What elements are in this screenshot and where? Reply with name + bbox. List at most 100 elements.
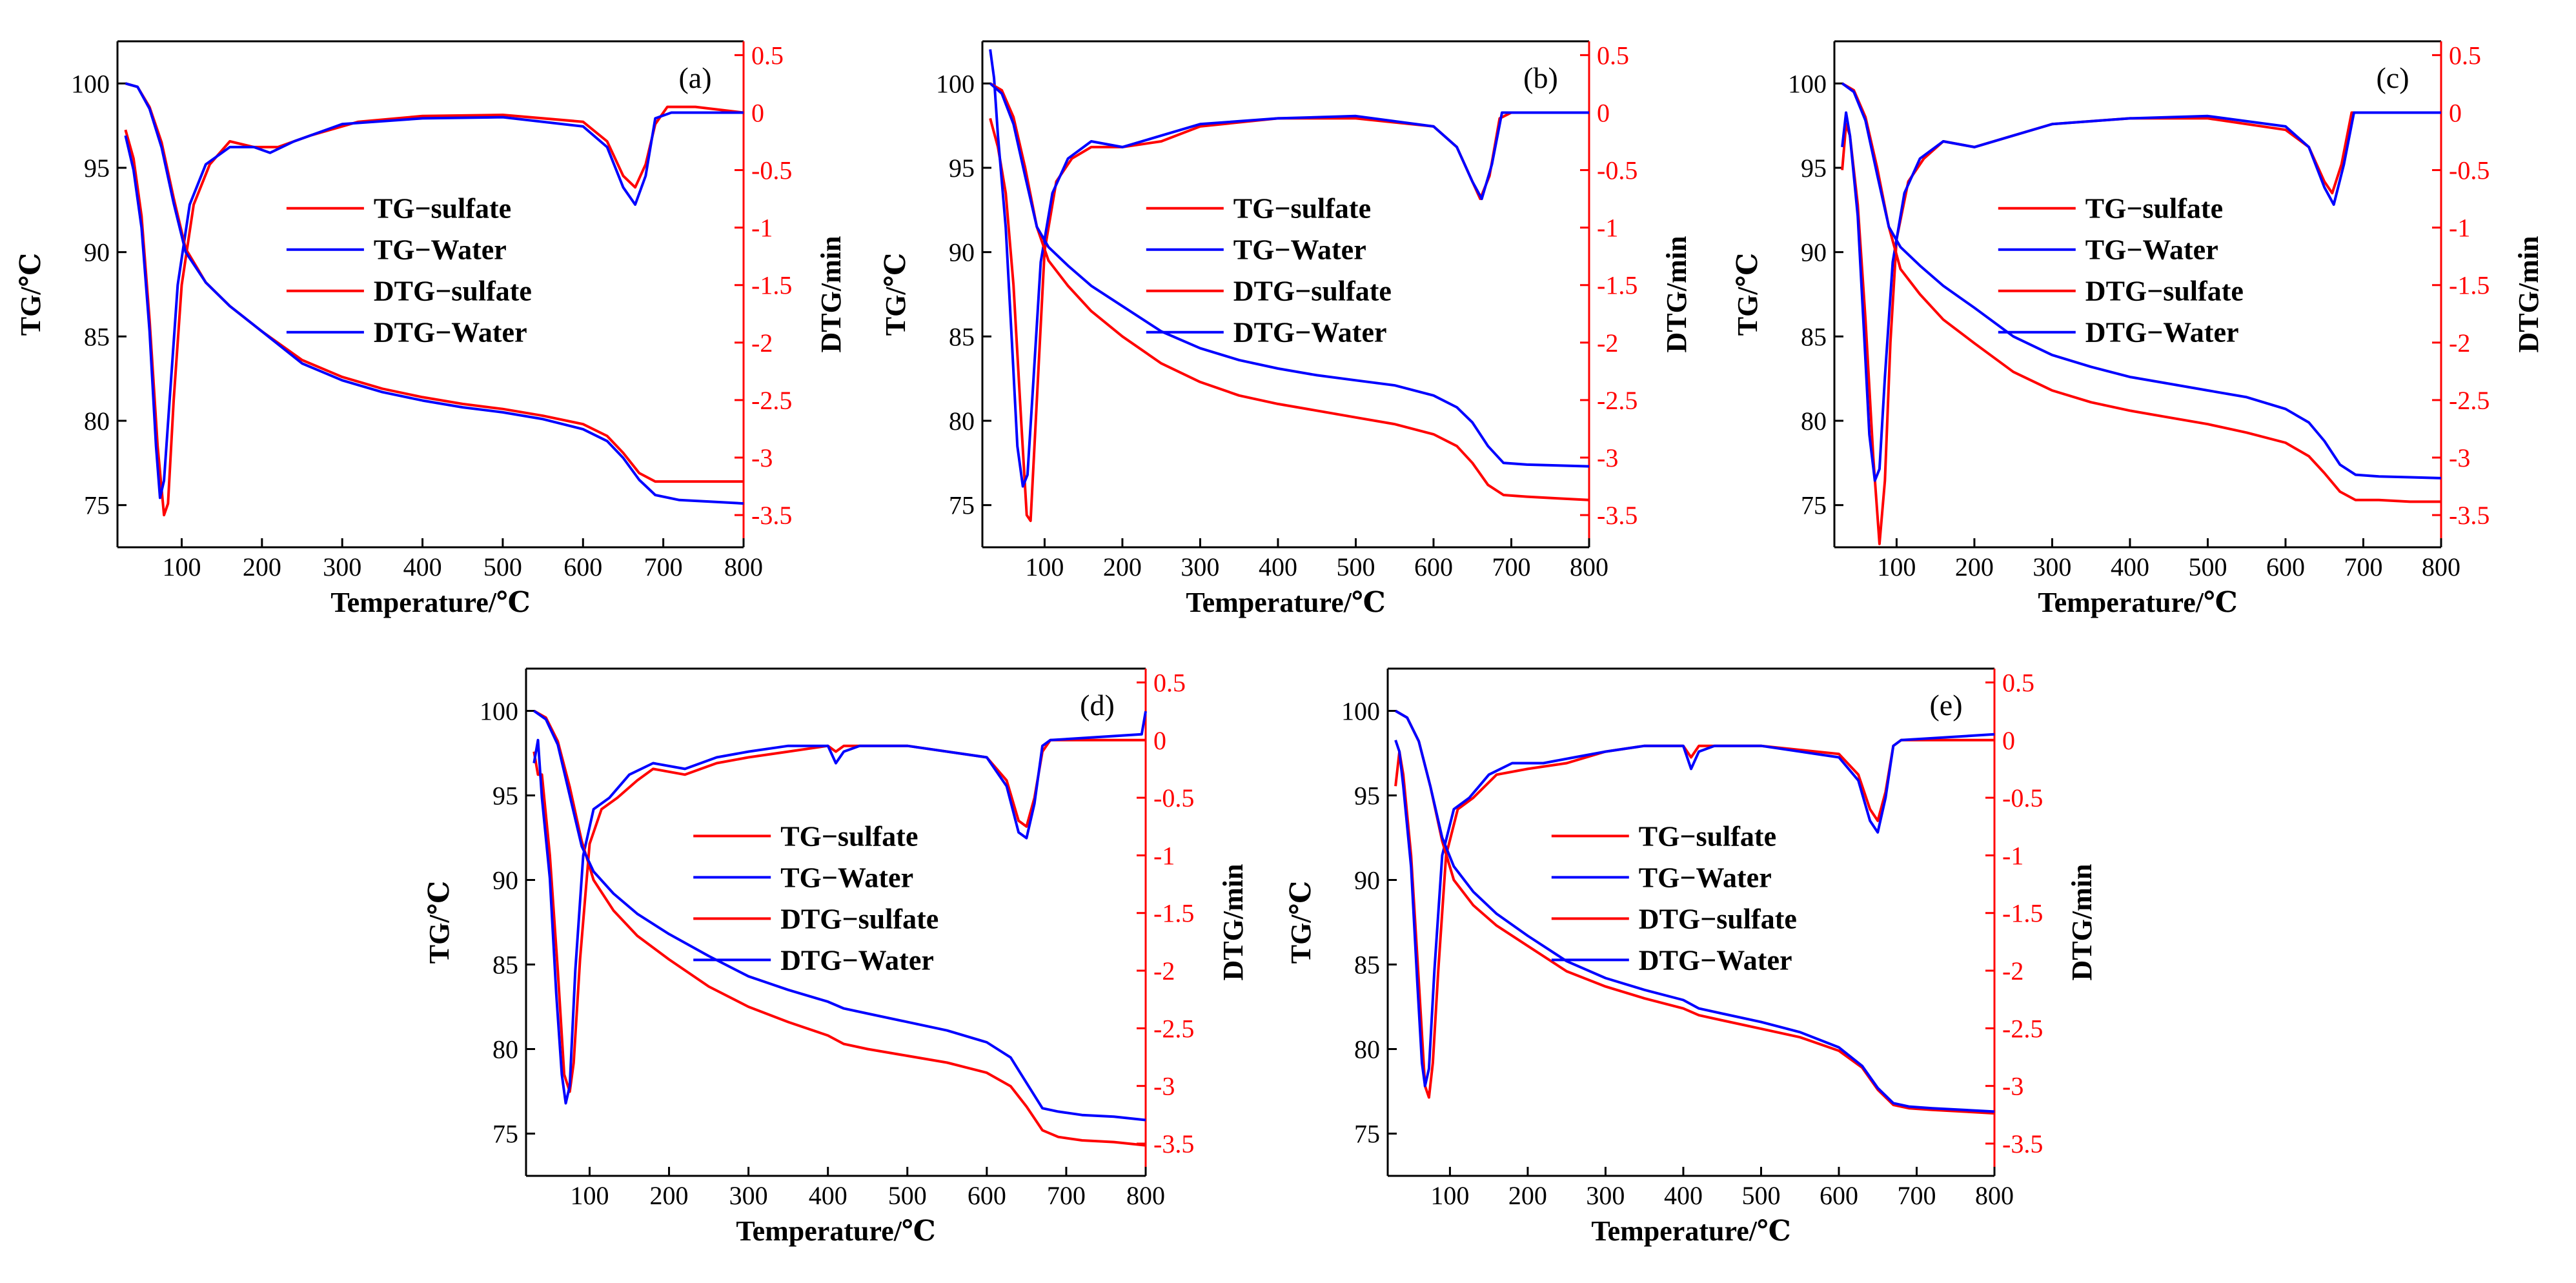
- legend-label: TG−Water: [780, 862, 913, 893]
- panel-label: (a): [678, 61, 711, 94]
- x-tick-label: 800: [1126, 1181, 1165, 1210]
- x-tick-label: 500: [888, 1181, 927, 1210]
- y-right-axis-title: DTG/min: [2066, 864, 2098, 981]
- y-left-tick-label: 95: [84, 154, 110, 183]
- series-line-tg-water: [533, 709, 1146, 1122]
- y-right-tick-label: 0.5: [2002, 668, 2034, 697]
- y-left-axis-title: TG/℃: [1732, 253, 1763, 336]
- y-right-tick-label: -1.5: [1597, 271, 1638, 300]
- legend-label: TG−sulfate: [1639, 820, 1776, 852]
- y-right-tick-label: 0.5: [1153, 668, 1186, 697]
- y-left-tick-label: 75: [84, 491, 110, 520]
- panel-label: (c): [2376, 61, 2409, 94]
- x-tick-label: 800: [724, 552, 763, 581]
- y-right-tick-label: -3.5: [2449, 501, 2490, 530]
- x-tick-label: 700: [2344, 552, 2382, 581]
- x-tick-label: 100: [1430, 1181, 1469, 1210]
- y-left-tick-label: 80: [1354, 1035, 1380, 1064]
- x-tick-label: 600: [2266, 552, 2305, 581]
- legend-label: DTG−Water: [780, 944, 934, 976]
- y-left-axis-title: TG/℃: [1285, 881, 1317, 964]
- x-tick-label: 300: [1586, 1181, 1625, 1210]
- y-right-tick-label: -0.5: [751, 156, 792, 185]
- chart-panel-3: 100 200 300 400 500 600 700 800 75 80 85 90 95 100 -3.…: [1732, 40, 2544, 618]
- y-right-tick-label: -2.5: [751, 386, 792, 415]
- y-right-tick-label: -2.5: [2002, 1014, 2043, 1043]
- x-tick-label: 300: [1181, 552, 1219, 581]
- x-tick-label: 800: [1570, 552, 1608, 581]
- series-line-tg-water: [989, 82, 1590, 468]
- series-line-dtg-sulfate: [1394, 738, 1994, 1099]
- legend-label: TG−Water: [1233, 234, 1366, 266]
- legend-label: TG−Water: [1639, 862, 1772, 893]
- legend-label: TG−sulfate: [374, 193, 511, 225]
- y-right-tick-label: 0: [751, 98, 764, 127]
- x-tick-label: 400: [809, 1181, 847, 1210]
- y-right-axis-title: DTG/min: [1217, 864, 1249, 981]
- y-right-tick-label: -2: [1153, 956, 1175, 985]
- x-tick-label: 200: [1103, 552, 1142, 581]
- x-tick-label: 600: [1820, 1181, 1858, 1210]
- y-right-tick-label: -2.5: [1153, 1014, 1194, 1043]
- y-right-axis-title: DTG/min: [815, 236, 847, 353]
- y-right-tick-label: -1.5: [751, 271, 792, 300]
- legend-label: TG−sulfate: [780, 820, 918, 852]
- chart-panel-1: 100 200 300 400 500 600 700 800 75 80 85 90 95 100 -3.…: [15, 40, 847, 618]
- y-left-tick-label: 95: [492, 782, 518, 811]
- y-left-tick-label: 85: [492, 951, 518, 980]
- y-right-tick-label: -3.5: [751, 501, 792, 530]
- y-right-tick-label: 0: [2002, 726, 2015, 755]
- x-tick-label: 400: [403, 552, 442, 581]
- legend-label: DTG−Water: [2085, 317, 2239, 349]
- y-left-tick-label: 100: [1788, 69, 1827, 98]
- legend-label: DTG−Water: [1233, 317, 1387, 349]
- panel-label: (e): [1929, 689, 1962, 722]
- y-right-tick-label: -1: [1597, 214, 1618, 243]
- y-right-tick-label: -3: [2449, 443, 2470, 472]
- y-left-tick-label: 75: [1354, 1120, 1380, 1149]
- series-line-dtg-sulfate: [532, 738, 1146, 1093]
- x-tick-label: 100: [1025, 552, 1064, 581]
- y-left-tick-label: 95: [1801, 154, 1827, 183]
- y-left-tick-label: 85: [949, 322, 975, 351]
- series-line-dtg-water: [124, 111, 744, 500]
- y-right-tick-label: -0.5: [2002, 783, 2043, 813]
- y-right-tick-label: -1: [2002, 841, 2023, 870]
- y-left-tick-label: 90: [492, 866, 518, 895]
- y-left-tick-label: 100: [1341, 697, 1380, 726]
- y-right-tick-label: -0.5: [1597, 156, 1638, 185]
- y-left-tick-label: 90: [1801, 238, 1827, 267]
- y-left-tick-label: 75: [1801, 491, 1827, 520]
- y-right-tick-label: -1: [2449, 214, 2470, 243]
- y-right-tick-label: 0: [2449, 98, 2462, 127]
- y-right-tick-label: -1.5: [2449, 271, 2490, 300]
- x-tick-label: 200: [243, 552, 281, 581]
- y-left-tick-label: 80: [949, 407, 975, 436]
- y-right-tick-label: -2: [1597, 328, 1618, 358]
- legend-label: DTG−sulfate: [374, 276, 532, 307]
- x-tick-label: 700: [1047, 1181, 1086, 1210]
- y-left-tick-label: 80: [84, 407, 110, 436]
- y-right-tick-label: -2: [751, 328, 773, 358]
- chart-panel-4: 100 200 300 400 500 600 700 800 75 80 85 90 95 100 -3.…: [423, 667, 1249, 1247]
- y-left-tick-label: 80: [1801, 407, 1827, 436]
- x-tick-label: 800: [1975, 1181, 2014, 1210]
- y-left-tick-label: 80: [492, 1035, 518, 1064]
- y-left-tick-label: 90: [84, 238, 110, 267]
- x-tick-label: 700: [1492, 552, 1530, 581]
- x-tick-label: 600: [563, 552, 602, 581]
- y-left-tick-label: 90: [949, 238, 975, 267]
- legend-label: DTG−Water: [374, 317, 527, 349]
- y-right-tick-label: -2: [2449, 328, 2470, 358]
- y-right-tick-label: 0: [1153, 726, 1166, 755]
- x-tick-label: 300: [729, 1181, 768, 1210]
- series-line-dtg-water: [1841, 111, 2441, 482]
- panel-label: (d): [1080, 689, 1115, 722]
- y-right-tick-label: -3.5: [1597, 501, 1638, 530]
- y-right-tick-label: -1: [1153, 841, 1175, 870]
- y-left-tick-label: 100: [936, 69, 975, 98]
- x-tick-label: 400: [2111, 552, 2149, 581]
- y-left-tick-label: 100: [71, 69, 110, 98]
- legend-label: DTG−Water: [1639, 944, 1792, 976]
